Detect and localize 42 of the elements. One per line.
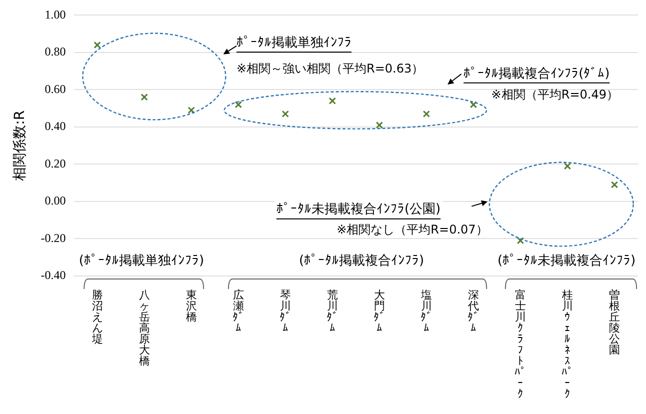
point <box>94 41 101 49</box>
point <box>516 237 524 244</box>
point <box>234 101 242 108</box>
point <box>610 181 618 188</box>
x-tick-label: 八ヶ岳高原大橋 <box>138 289 150 368</box>
x-tick-label: 東沢橋 <box>186 288 197 324</box>
point <box>282 110 289 118</box>
annotation: ﾎﾟｰﾀﾙ掲載単独ｲﾝﾌﾗ <box>236 36 352 51</box>
y-tick-label: -0.20 <box>40 230 66 245</box>
y-tick-label: 0.40 <box>44 119 66 134</box>
point <box>376 122 383 129</box>
x-tick-label: 大門ﾀﾞﾑ <box>373 288 386 334</box>
x-tick-label: 曽根丘陵公園 <box>608 288 620 356</box>
annotation: (ﾎﾟｰﾀﾙ掲載複合ｲﾝﾌﾗ) <box>298 253 424 268</box>
point <box>422 110 430 118</box>
annotation: ※相関なし（平均R=0.07） <box>336 222 488 236</box>
category-label: 桂川ｳｪﾙﾈｽﾊﾟｰｸ <box>561 289 574 400</box>
point <box>140 94 148 101</box>
x-tick-label: 琴川ﾀﾞﾑ <box>279 289 292 334</box>
y-tick-label: 0.20 <box>44 156 66 170</box>
y-tick-label: 0.60 <box>44 82 66 96</box>
category-label: 富士川ｸﾗﾌﾄﾊﾟｰｸ <box>514 289 526 400</box>
x-tick-label: 塩川ﾀﾞﾑ <box>420 289 432 334</box>
annotation: (ﾎﾟｰﾀﾙ未掲載複合ｲﾝﾌﾗ) <box>497 253 636 268</box>
x-tick-label: 勝沼えん堤 <box>90 289 103 346</box>
y-tick-label: 0.80 <box>44 44 66 59</box>
x-tick-label: 広瀬ﾀﾞﾑ <box>232 288 244 334</box>
point <box>470 101 478 108</box>
point <box>328 97 336 104</box>
point <box>188 106 195 114</box>
x-tick-label: 荒川ﾀﾞﾑ <box>326 288 338 334</box>
y-tick-label: -0.40 <box>40 268 66 282</box>
annotation: ※相関～強い相関（平均R=0.63） <box>236 61 424 76</box>
y-axis-title: 相関係数:R <box>12 110 28 181</box>
annotation: ﾎﾟｰﾀﾙ掲載複合ｲﾝﾌﾗ(ﾀﾞﾑ) <box>464 66 610 82</box>
point <box>564 162 572 170</box>
annotation: ﾎﾟｰﾀﾙ未掲載複合ｲﾝﾌﾗ(公園) <box>276 202 441 218</box>
y-tick-label: 0.00 <box>44 194 66 208</box>
y-tick-label: 1.00 <box>44 7 66 22</box>
annotation: (ﾎﾟｰﾀﾙ掲載単独ｲﾝﾌﾗ) <box>78 253 204 268</box>
x-tick-label: 深代ﾀﾞﾑ <box>466 289 480 334</box>
annotation: ※相関（平均R=0.49） <box>491 87 618 102</box>
